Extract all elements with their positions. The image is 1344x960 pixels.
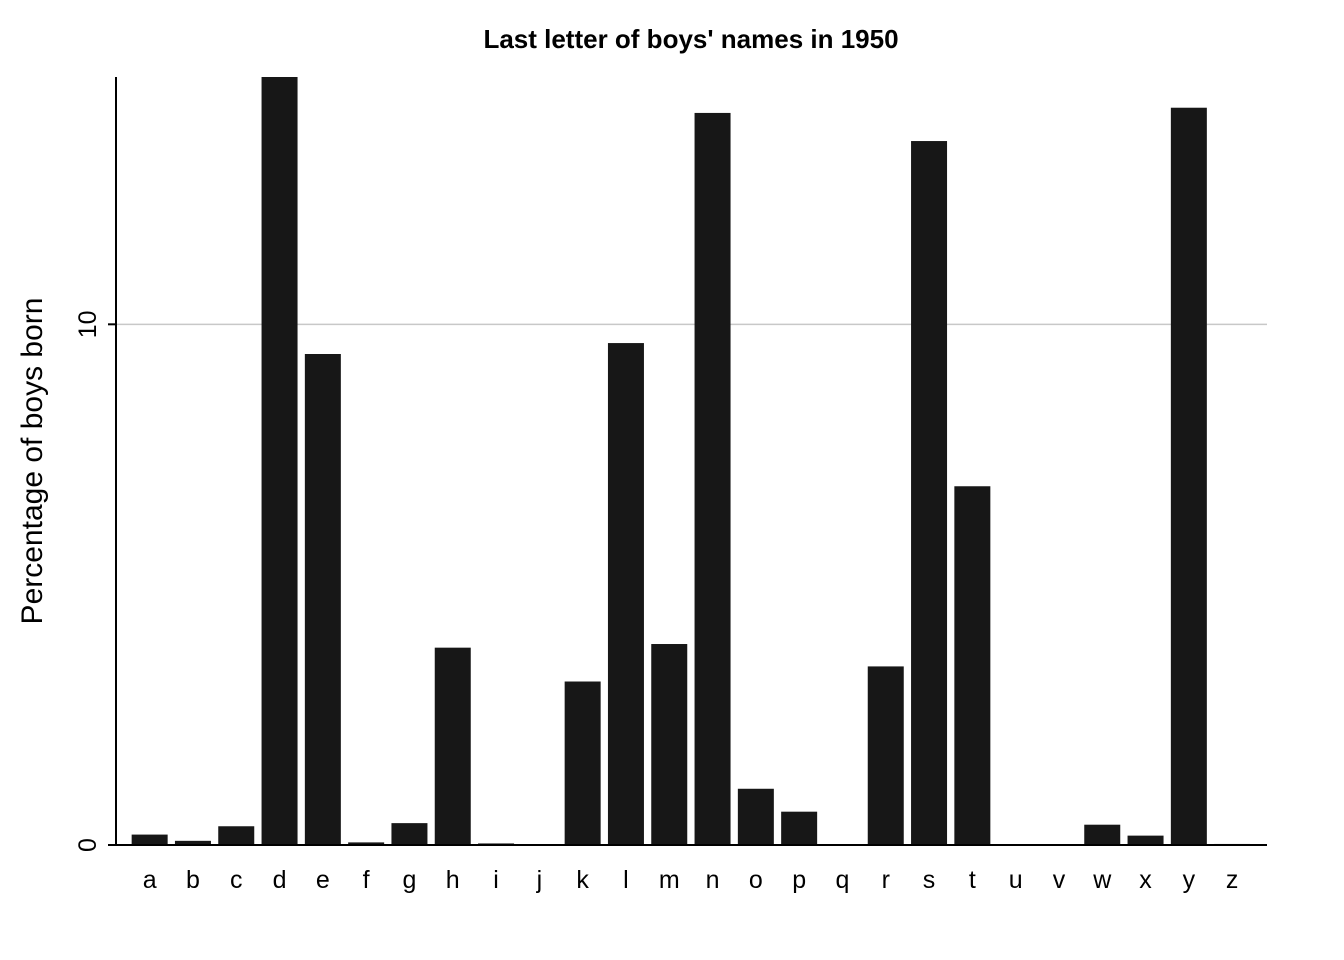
bar-x bbox=[1127, 835, 1164, 845]
x-tick-label: k bbox=[576, 866, 589, 894]
bar-s bbox=[911, 141, 948, 845]
x-tick-label: u bbox=[1009, 866, 1023, 894]
bar-t bbox=[954, 486, 991, 845]
bar-n bbox=[694, 112, 731, 846]
x-tick-label: b bbox=[186, 866, 200, 894]
bar-w bbox=[1084, 824, 1121, 845]
chart-title: Last letter of boys' names in 1950 bbox=[483, 24, 898, 54]
x-tick-label: a bbox=[143, 866, 157, 894]
bar-b bbox=[174, 840, 211, 845]
bars bbox=[131, 77, 1251, 846]
bar-e bbox=[304, 354, 341, 845]
x-tick-label: r bbox=[882, 866, 890, 894]
bar-f bbox=[348, 842, 385, 845]
x-tick-label: q bbox=[835, 866, 849, 894]
bar-r bbox=[867, 666, 904, 845]
x-tick-label: n bbox=[706, 866, 720, 894]
y-axis-label: Percentage of boys born bbox=[16, 298, 49, 625]
x-tick-label: o bbox=[749, 866, 763, 894]
x-tick-label: l bbox=[623, 866, 629, 894]
bar-p bbox=[781, 811, 818, 845]
x-tick-label: v bbox=[1053, 866, 1066, 894]
x-tick-label: f bbox=[363, 866, 370, 894]
bar-m bbox=[651, 644, 688, 845]
x-tick-label: h bbox=[446, 866, 460, 894]
bar-a bbox=[131, 834, 168, 845]
x-tick-label: g bbox=[402, 866, 416, 894]
x-tick-label: y bbox=[1183, 866, 1196, 894]
x-tick-label: m bbox=[659, 866, 680, 894]
bar-g bbox=[391, 823, 428, 845]
y-tick-label: 10 bbox=[74, 310, 102, 338]
y-tick-label: 0 bbox=[74, 838, 102, 852]
x-tick-label: e bbox=[316, 866, 330, 894]
x-tick-label: z bbox=[1226, 866, 1239, 894]
x-tick-label: p bbox=[792, 866, 806, 894]
bar-l bbox=[607, 343, 644, 845]
x-tick-label: x bbox=[1139, 866, 1152, 894]
tick-labels: a b c d e f g h i j k l m n o p q r s t u v w x y z 0 10 bbox=[74, 310, 1238, 894]
x-tick-label: s bbox=[923, 866, 936, 894]
x-tick-label: c bbox=[230, 866, 243, 894]
x-tick-label: d bbox=[273, 866, 287, 894]
x-tick-label: i bbox=[493, 866, 499, 894]
x-tick-label: t bbox=[969, 866, 976, 894]
bar-k bbox=[564, 681, 601, 845]
bar-o bbox=[737, 788, 774, 845]
bar-y bbox=[1170, 107, 1207, 846]
bar-c bbox=[218, 826, 255, 845]
x-tick-label: j bbox=[536, 866, 543, 894]
x-tick-label: w bbox=[1092, 866, 1112, 894]
bar-d bbox=[261, 77, 298, 845]
bar-h bbox=[434, 647, 471, 845]
axes bbox=[108, 77, 1267, 846]
